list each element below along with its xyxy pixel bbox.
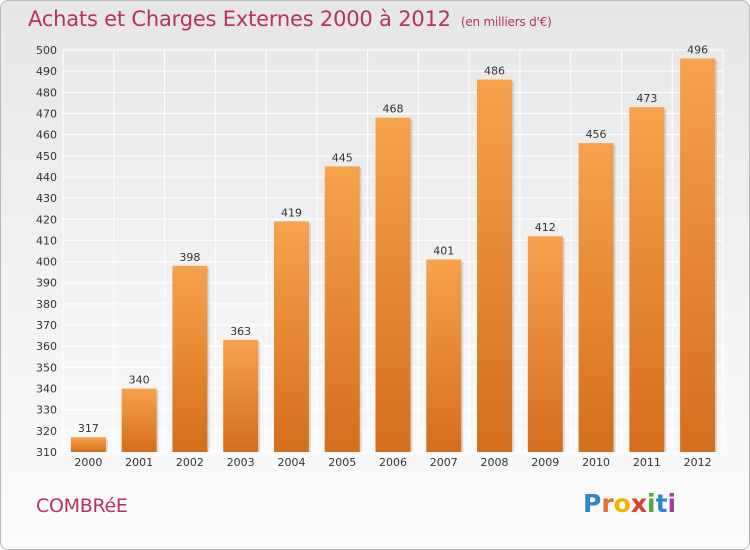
data-label: 496 [687, 43, 708, 56]
logo-letter: r [601, 489, 614, 518]
y-tick-label: 450 [36, 150, 57, 163]
y-tick-label: 490 [36, 65, 57, 78]
y-tick-label: 420 [36, 213, 57, 226]
chart-title: Achats et Charges Externes 2000 à 2012 (e… [28, 7, 552, 31]
data-label: 398 [179, 251, 200, 264]
y-tick-label: 380 [36, 298, 57, 311]
x-tick-label: 2008 [481, 456, 509, 469]
bar-2004 [273, 221, 309, 452]
x-tick-label: 2006 [379, 456, 407, 469]
y-tick-label: 310 [36, 446, 57, 459]
y-axis: 310 320 330 340 350 360 370 380 390 400 410 420 430 4… [36, 44, 57, 459]
y-tick-label: 390 [36, 277, 57, 290]
x-tick-label: 2011 [633, 456, 661, 469]
data-label: 473 [636, 92, 657, 105]
y-tick-label: 330 [36, 404, 57, 417]
y-tick-label: 480 [36, 86, 57, 99]
data-label: 401 [433, 244, 454, 257]
y-tick-label: 430 [36, 192, 57, 205]
x-tick-label: 2003 [227, 456, 255, 469]
bar-2005 [324, 166, 360, 453]
y-tick-label: 440 [36, 171, 57, 184]
x-axis: 2000 2001 2002 2003 2004 2005 2006 2007 2008 2009… [74, 456, 711, 469]
data-label: 340 [129, 374, 150, 387]
proxiti-logo[interactable]: Proxiti [583, 489, 676, 518]
logo-letter: t [655, 489, 668, 518]
bar-2010 [578, 143, 614, 453]
data-label: 468 [383, 103, 404, 116]
x-tick-label: 2001 [125, 456, 153, 469]
x-tick-label: 2002 [176, 456, 204, 469]
bar-2006 [375, 117, 411, 452]
x-tick-label: 2005 [328, 456, 356, 469]
data-label: 412 [535, 221, 556, 234]
data-label: 317 [78, 422, 99, 435]
y-tick-label: 320 [36, 425, 57, 438]
data-label: 456 [586, 128, 607, 141]
chart-title-text: Achats et Charges Externes 2000 à 2012 [28, 7, 451, 31]
logo-letter: i [667, 489, 677, 518]
chart-subtitle: (en milliers d'€) [460, 15, 552, 29]
logo-letter: x [630, 489, 647, 518]
x-tick-label: 2009 [531, 456, 559, 469]
x-tick-label: 2007 [430, 456, 458, 469]
y-tick-label: 350 [36, 361, 57, 374]
logo-letter: o [613, 489, 631, 518]
bar-2002 [172, 265, 208, 452]
y-tick-label: 500 [36, 44, 57, 57]
bar-2012 [680, 58, 716, 452]
bar-2008 [477, 79, 513, 452]
data-label: 419 [281, 206, 302, 219]
bar-2001 [121, 388, 157, 452]
y-tick-label: 340 [36, 383, 57, 396]
y-tick-label: 400 [36, 256, 57, 269]
data-label: 363 [230, 325, 251, 338]
bar-2011 [629, 107, 665, 452]
logo-letter: i [647, 489, 656, 518]
logo-letter: P [583, 489, 602, 518]
x-tick-label: 2000 [74, 456, 102, 469]
data-label: 445 [332, 151, 353, 164]
x-tick-label: 2004 [277, 456, 305, 469]
y-tick-label: 410 [36, 234, 57, 247]
x-tick-label: 2010 [582, 456, 610, 469]
bar-2000 [70, 437, 106, 452]
y-tick-label: 360 [36, 340, 57, 353]
bars [70, 58, 718, 453]
y-tick-label: 370 [36, 319, 57, 332]
y-tick-label: 470 [36, 107, 57, 120]
bar-2009 [527, 236, 563, 452]
bar-2003 [223, 339, 259, 452]
data-labels: 317 340 398 363 419 445 468 401 486 412 456 473 496 [78, 43, 708, 435]
y-tick-label: 460 [36, 129, 57, 142]
x-tick-label: 2012 [684, 456, 712, 469]
commune-name: COMBRéE [36, 495, 128, 517]
bar-2007 [426, 259, 462, 452]
data-label: 486 [484, 65, 505, 78]
